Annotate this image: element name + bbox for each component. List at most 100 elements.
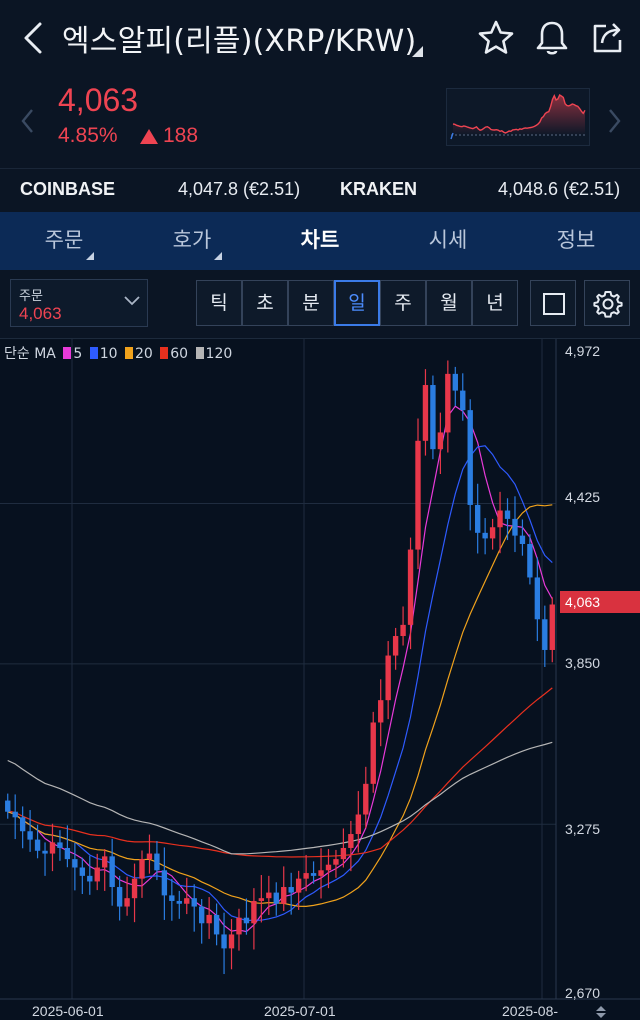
candle-body [325, 864, 332, 871]
candle-body [549, 604, 555, 650]
period-second[interactable]: 초 [242, 280, 288, 326]
candle-body [392, 636, 399, 656]
gear-icon [593, 291, 623, 318]
period-month[interactable]: 월 [426, 280, 472, 326]
order-select-value: 4,063 [19, 304, 62, 323]
change-percent: 4.85% [58, 124, 118, 147]
candle-body [437, 432, 444, 450]
order-select[interactable]: 주문 4,063 [10, 279, 148, 327]
candle-body [146, 853, 153, 860]
exchange-name-kraken: KRAKEN [340, 179, 418, 199]
candle-body [310, 873, 317, 876]
tab-orderbook[interactable]: 호가 [172, 228, 212, 252]
candle-body [460, 390, 466, 411]
chevron-down-icon [124, 296, 140, 306]
ma120-swatch [195, 347, 204, 359]
tab-chart[interactable]: 차트 [300, 228, 340, 252]
period-day[interactable]: 일 [334, 280, 380, 326]
mini-chart[interactable] [446, 88, 590, 146]
candle-body [519, 535, 526, 544]
period-tick[interactable]: 틱 [196, 280, 242, 326]
candle-body [273, 892, 279, 904]
chart-canvas [0, 339, 640, 1000]
tab-order-menu-icon [86, 252, 94, 260]
next-coin-icon[interactable] [604, 106, 624, 136]
ma-line [7, 741, 553, 855]
up-arrow-icon [140, 129, 158, 144]
candle-body [363, 783, 369, 815]
page-title[interactable]: 엑스알피(리플)(XRP/KRW) [62, 24, 417, 59]
candle-body [355, 814, 362, 835]
candle-body [512, 518, 518, 536]
y-tick-label: 3,850 [565, 655, 601, 671]
candle-body [79, 867, 86, 876]
title-dropdown-icon[interactable] [412, 46, 423, 57]
ma-line [7, 504, 553, 908]
ma-legend-prefix: 단순 MA [4, 346, 56, 362]
candle-body [42, 850, 48, 854]
candle-body [124, 898, 130, 907]
x-tick-label: 2025-06-01 [32, 1003, 104, 1019]
period-minute[interactable]: 분 [288, 280, 334, 326]
candle-body [206, 914, 212, 924]
tab-quotes[interactable]: 시세 [428, 228, 468, 252]
share-icon[interactable] [588, 18, 628, 58]
candle-body [184, 898, 190, 904]
candle-body [27, 831, 33, 840]
candle-body [378, 700, 384, 723]
period-week[interactable]: 주 [380, 280, 426, 326]
candle-body [281, 887, 287, 904]
y-tick-label: 3,275 [565, 821, 601, 837]
candle-body [34, 839, 41, 851]
star-icon[interactable] [476, 18, 516, 58]
ma60-label: 60 [170, 346, 189, 362]
candlestick-chart[interactable]: 단순 MA 5 10 20 60 120 4,972 4,425 3,850 3… [0, 338, 640, 1020]
candle-body [318, 870, 324, 876]
candle-body [154, 853, 160, 871]
candle-body [94, 867, 100, 882]
y-tick-label: 4,425 [565, 489, 601, 505]
ma-legend: 단순 MA 5 10 20 60 120 [4, 343, 232, 363]
x-tick-label: 2025-08- [502, 1003, 559, 1019]
ma10-swatch [89, 347, 98, 359]
exchange-value-kraken: 4,048.6 (€2.51) [498, 179, 621, 199]
candle-body [333, 859, 339, 865]
candle-body [191, 898, 197, 907]
chart-toolbar: 주문 4,063 틱 초 분 일 주 월 년 [0, 270, 640, 338]
exchange-name-coinbase: COINBASE [20, 179, 116, 199]
candle-body [161, 870, 168, 896]
bell-icon[interactable] [532, 18, 572, 58]
candle-body [139, 859, 145, 879]
candle-body [348, 834, 354, 848]
back-icon[interactable] [16, 18, 52, 58]
candle-body [176, 900, 182, 904]
x-tick-label: 2025-07-01 [264, 1003, 336, 1019]
settings-button[interactable] [584, 280, 630, 326]
square-icon [543, 293, 565, 315]
candle-body [228, 934, 235, 949]
period-year[interactable]: 년 [472, 280, 518, 326]
candle-body [407, 549, 414, 625]
candle-body [497, 510, 503, 528]
scroll-handle-icon[interactable] [594, 1005, 608, 1019]
candle-body [213, 914, 220, 935]
candle-body [474, 504, 481, 533]
candle-body [221, 934, 227, 949]
candle-body [266, 892, 272, 899]
candle-body [445, 373, 451, 433]
current-price: 4,063 [58, 82, 139, 118]
candle-body [57, 842, 63, 848]
candle-body [102, 856, 108, 868]
candle-body [295, 878, 302, 893]
candle-body [400, 624, 406, 637]
ma-line [7, 687, 553, 858]
fullscreen-button[interactable] [530, 280, 576, 326]
candle-body [430, 385, 436, 450]
order-select-label: 주문 [19, 289, 43, 304]
tab-info[interactable]: 정보 [556, 228, 596, 252]
candle-body [258, 898, 265, 901]
prev-coin-icon[interactable] [18, 106, 38, 136]
y-tick-label: 4,972 [565, 343, 601, 359]
candle-body [542, 619, 548, 650]
tab-order[interactable]: 주문 [44, 228, 84, 252]
